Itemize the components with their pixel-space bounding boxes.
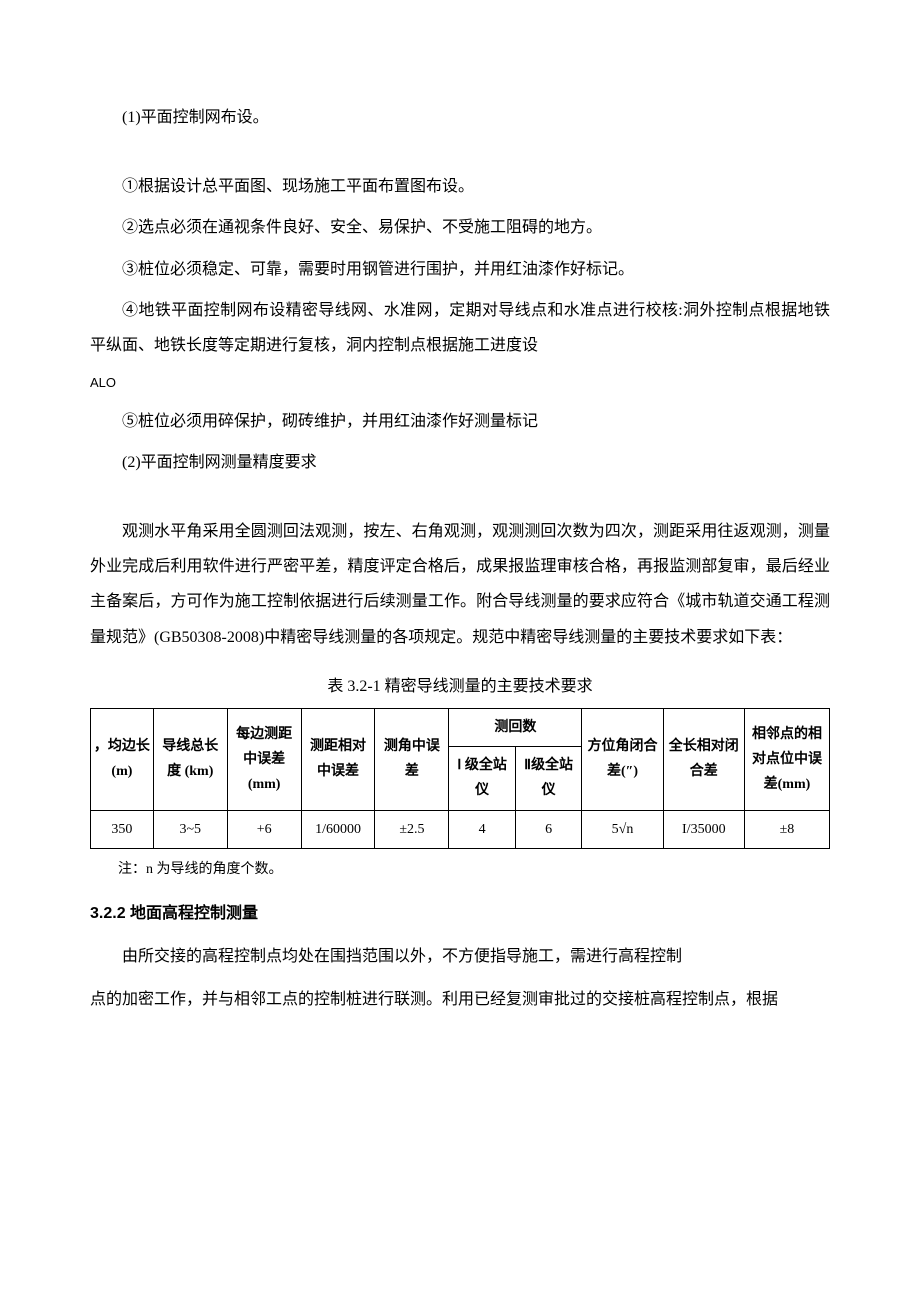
td-c6a: 4 — [449, 810, 516, 848]
th-level1: Ⅰ 级全站仪 — [449, 747, 516, 810]
spacer — [90, 151, 830, 169]
sub-item-4-line1: ④地铁平面控制网布设精密导线网、水准网，定期对导线点和水准点进行校核:洞外控制点… — [90, 293, 830, 363]
th-angle-error: 测角中误差 — [375, 709, 449, 811]
th-total-length: 导线总长度 (km) — [153, 709, 227, 811]
item-1: (1)平面控制网布设。 — [90, 100, 830, 135]
td-c7: 5√n — [582, 810, 663, 848]
td-c9: ±8 — [744, 810, 829, 848]
td-c8: I/35000 — [663, 810, 744, 848]
th-rounds-group: 测回数 — [449, 709, 582, 747]
td-c2: 3~5 — [153, 810, 227, 848]
th-rel-dist-error: 测距相对中误差 — [301, 709, 375, 811]
td-c3: +6 — [227, 810, 301, 848]
alo-text: ALO — [90, 369, 830, 398]
para-322-line1: 由所交接的高程控制点均处在围挡范围以外，不方便指导施工，需进行高程控制 — [90, 939, 830, 974]
td-c5: ±2.5 — [375, 810, 449, 848]
spacer — [90, 496, 830, 514]
sub-item-3: ③桩位必须稳定、可靠，需要时用钢管进行围护，并用红油漆作好标记。 — [90, 252, 830, 287]
table-row: 350 3~5 +6 1/60000 ±2.5 4 6 5√n I/35000 … — [91, 810, 830, 848]
table-note: 注：n 为导线的角度个数。 — [90, 855, 830, 886]
sub-item-1: ①根据设计总平面图、现场施工平面布置图布设。 — [90, 169, 830, 204]
precision-table: ，均边长(m) 导线总长度 (km) 每边测距中误差 (mm) 测距相对中误差 … — [90, 708, 830, 849]
section-heading-322: 3.2.2 地面高程控制测量 — [90, 896, 830, 931]
para-322-line2: 点的加密工作，并与相邻工点的控制桩进行联测。利用已经复测审批过的交接桩高程控制点… — [90, 982, 830, 1017]
th-full-rel-closure: 全长相对闭合差 — [663, 709, 744, 811]
th-dist-error: 每边测距中误差 (mm) — [227, 709, 301, 811]
td-c6b: 6 — [515, 810, 582, 848]
item-2: (2)平面控制网测量精度要求 — [90, 445, 830, 480]
table-header-row-1: ，均边长(m) 导线总长度 (km) 每边测距中误差 (mm) 测距相对中误差 … — [91, 709, 830, 747]
th-avg-side: ，均边长(m) — [91, 709, 154, 811]
th-level2: Ⅱ级全站仪 — [515, 747, 582, 810]
sub-item-5: ⑤桩位必须用碎保护，砌砖维护，并用红油漆作好测量标记 — [90, 404, 830, 439]
main-paragraph: 观测水平角采用全圆测回法观测，按左、右角观测，观测测回次数为四次，测距采用往返观… — [90, 514, 830, 655]
td-c4: 1/60000 — [301, 810, 375, 848]
sub-item-2: ②选点必须在通视条件良好、安全、易保护、不受施工阻碍的地方。 — [90, 210, 830, 245]
td-c1: 350 — [91, 810, 154, 848]
th-adjacent-error: 相邻点的相对点位中误差(mm) — [744, 709, 829, 811]
table-caption: 表 3.2-1 精密导线测量的主要技术要求 — [90, 669, 830, 704]
th-azimuth-closure: 方位角闭合差(″) — [582, 709, 663, 811]
